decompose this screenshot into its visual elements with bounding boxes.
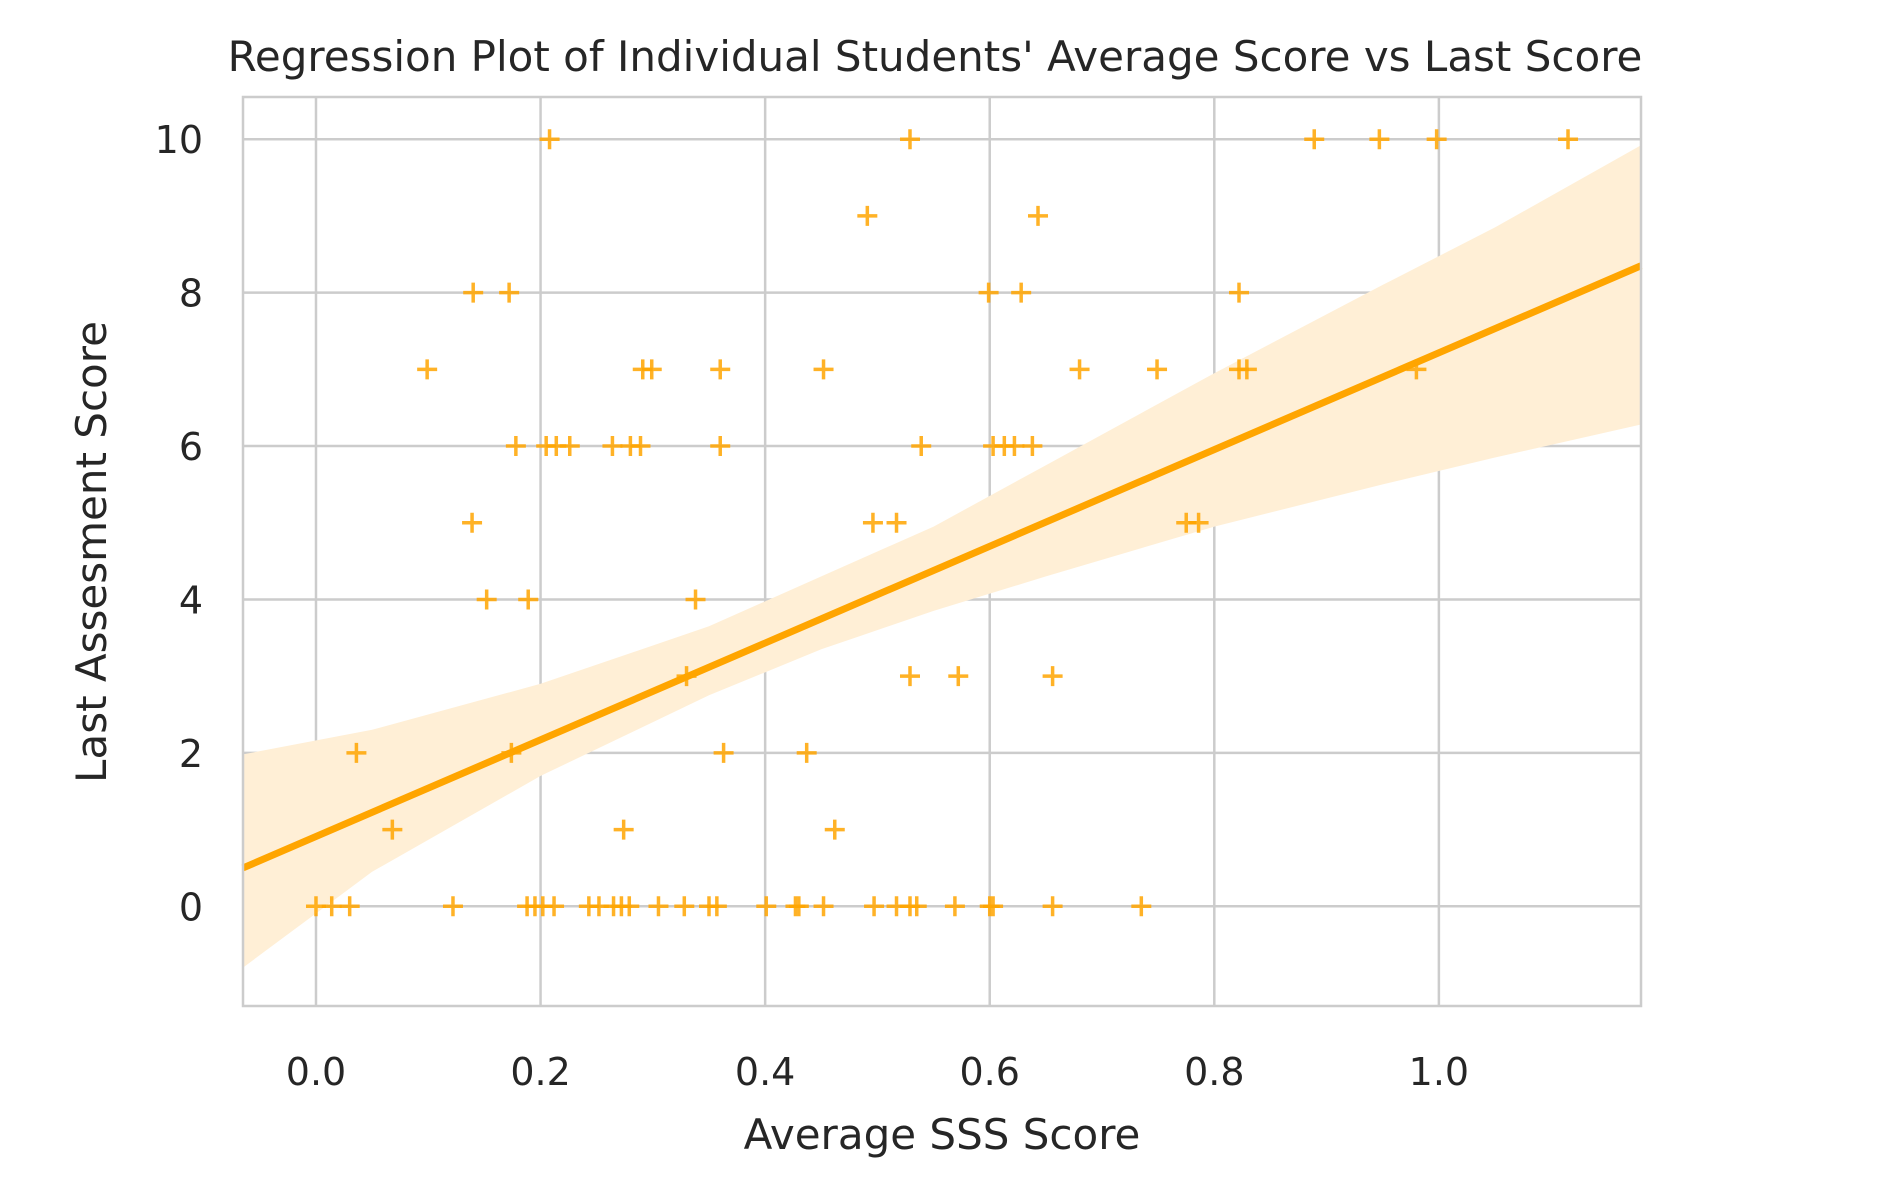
- data-point: [857, 205, 878, 226]
- data-point: [813, 359, 834, 380]
- regression-line-group: [241, 262, 1643, 872]
- y-tick-label: 10: [155, 118, 203, 162]
- data-point: [983, 896, 1004, 917]
- data-point: [505, 436, 526, 457]
- data-point: [1558, 129, 1579, 150]
- data-point: [710, 436, 731, 457]
- data-point: [1406, 359, 1427, 380]
- x-tick-label: 0.0: [286, 1050, 346, 1094]
- data-point: [1022, 436, 1043, 457]
- data-point: [339, 896, 360, 917]
- y-tick-label: 8: [179, 272, 203, 316]
- data-point: [756, 896, 777, 917]
- data-point: [382, 819, 403, 840]
- data-point: [1042, 896, 1063, 917]
- data-point: [710, 359, 731, 380]
- data-point: [602, 436, 623, 457]
- data-point: [476, 589, 497, 610]
- data-point: [906, 896, 927, 917]
- x-tick-label: 0.4: [735, 1050, 795, 1094]
- data-point: [1004, 436, 1025, 457]
- data-point: [676, 666, 697, 687]
- x-tick-label: 0.6: [960, 1050, 1020, 1094]
- data-point: [911, 436, 932, 457]
- data-point: [1369, 129, 1390, 150]
- data-point: [813, 896, 834, 917]
- data-point: [1028, 205, 1049, 226]
- data-point: [674, 896, 695, 917]
- y-tick-label: 0: [179, 885, 203, 929]
- data-point: [501, 742, 522, 763]
- data-point: [613, 819, 634, 840]
- plot-frame: [241, 95, 1643, 1008]
- y-tick-labels: 0 2 4 6 8 10: [155, 118, 203, 929]
- x-tick-label: 1.0: [1409, 1050, 1469, 1094]
- data-point: [1069, 359, 1090, 380]
- data-point: [1011, 282, 1032, 303]
- data-point: [1147, 359, 1168, 380]
- data-point: [899, 666, 920, 687]
- data-point: [978, 282, 999, 303]
- regression-line: [241, 262, 1643, 872]
- data-point: [788, 896, 809, 917]
- data-point: [462, 512, 483, 533]
- data-point: [796, 742, 817, 763]
- data-point: [706, 896, 727, 917]
- chart-title: Regression Plot of Individual Students' …: [228, 32, 1643, 81]
- data-point: [518, 589, 539, 610]
- data-point: [544, 896, 565, 917]
- data-point: [641, 359, 662, 380]
- y-tick-label: 4: [179, 578, 203, 622]
- data-point: [321, 896, 342, 917]
- data-point: [499, 282, 520, 303]
- data-point: [417, 359, 438, 380]
- data-point: [948, 666, 969, 687]
- data-point: [648, 896, 669, 917]
- data-point: [1188, 512, 1209, 533]
- data-point: [1304, 129, 1325, 150]
- data-point: [1131, 896, 1152, 917]
- x-tick-label: 0.2: [510, 1050, 570, 1094]
- data-point: [713, 742, 734, 763]
- data-point: [559, 436, 580, 457]
- data-point: [864, 896, 885, 917]
- data-point: [824, 819, 845, 840]
- data-point: [630, 436, 651, 457]
- data-point: [539, 129, 560, 150]
- data-point: [862, 512, 883, 533]
- x-tick-label: 0.8: [1184, 1050, 1244, 1094]
- data-point: [619, 896, 640, 917]
- confidence-band-area: [243, 145, 1641, 968]
- scatter-points: [305, 129, 1579, 917]
- data-point: [1042, 666, 1063, 687]
- data-point: [1229, 282, 1249, 303]
- y-tick-label: 2: [179, 732, 203, 776]
- data-point: [442, 896, 463, 917]
- data-point: [899, 129, 920, 150]
- data-point: [685, 589, 706, 610]
- y-axis-label: Last Assesment Score: [67, 321, 116, 783]
- data-point: [346, 742, 367, 763]
- x-axis-label: Average SSS Score: [744, 1110, 1141, 1159]
- confidence-band: [243, 145, 1641, 968]
- data-point: [886, 512, 907, 533]
- data-point: [944, 896, 965, 917]
- data-point: [1426, 129, 1447, 150]
- data-point: [463, 282, 484, 303]
- data-point: [1236, 359, 1257, 380]
- y-tick-label: 6: [179, 425, 203, 469]
- x-tick-labels: 0.0 0.2 0.4 0.6 0.8 1.0: [286, 1050, 1469, 1094]
